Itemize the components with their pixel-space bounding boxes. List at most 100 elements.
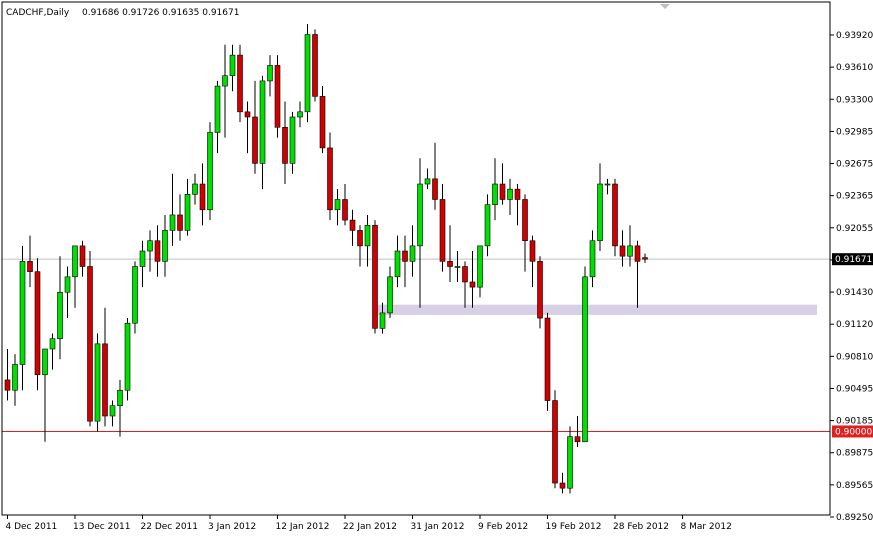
candle [64,266,71,319]
candle-body-bear [462,266,468,283]
y-tick-label: 0.90810 [836,352,873,362]
plot-frame [1,1,831,516]
candle [334,189,341,226]
candle-body-bull [192,183,198,195]
candle-body-bear [312,34,318,97]
x-tick-label: 22 Dec 2011 [141,522,199,532]
candle-body-bear [537,261,543,319]
candle-body-bear [319,96,326,149]
candle [94,333,101,432]
candle-body-bear [499,183,506,200]
y-tick-label: 0.92985 [836,127,873,137]
candle-body-bear [4,379,11,391]
candle [169,173,176,246]
candle-body-bull [214,85,221,133]
candle-body-bear [252,116,258,164]
chart-symbol-label: CADCHF,Daily [6,8,70,18]
y-tick-label: 0.92675 [836,160,873,170]
candle-body-bear [544,317,551,401]
candle-body-bear [372,224,378,329]
candle [79,240,86,277]
candle-body-bull [477,245,483,288]
candle-body-bear [522,199,528,242]
candle-body-bear [34,271,41,376]
x-tick-label: 9 Feb 2012 [478,522,528,532]
candle [499,163,506,205]
candle-body-bull [492,183,498,205]
candle [612,178,618,257]
candle [12,354,18,406]
x-tick-label: 19 Feb 2012 [546,522,602,532]
candle [372,220,378,334]
candle-body-bear [552,400,558,484]
candle [507,178,513,215]
candle-body-bull [117,389,123,407]
support-price-label-bg [832,425,873,438]
candle-body-bear [177,214,183,231]
candle-body-bull [297,111,303,118]
candle [559,472,566,494]
candle [552,390,558,489]
candle [402,235,408,288]
y-tick-label: 0.91430 [836,288,873,298]
candle [312,29,318,102]
candle-body-bear [349,219,356,231]
candle-body-bear [87,266,93,422]
candle-body-bull [57,291,63,339]
candle-body-bull [207,132,213,211]
candle-body-bear [79,245,86,267]
y-tick-label: 0.93610 [836,63,873,73]
candle-body-bull [394,250,401,278]
candle-body-bull [229,54,236,77]
candle-body-bull [417,183,423,247]
y-tick-label: 0.91120 [836,320,873,330]
candle-body-bull [109,405,116,417]
candle-body-bear [574,436,581,443]
support-price-label: 0.90000 [835,427,872,437]
candle [574,416,581,447]
candle [192,173,198,205]
candle-body-bear [274,65,281,128]
candle-body-bear [619,245,626,257]
candle-body-bull [132,266,138,324]
x-tick-label: 12 Jan 2012 [276,522,330,532]
x-tick-label: 4 Dec 2011 [6,522,58,532]
candle [349,209,356,246]
candle [147,230,153,272]
candle-body-bull [589,240,596,278]
candle [604,178,611,195]
candle-body-bull [147,240,153,252]
candle [432,142,438,210]
candle [42,348,48,442]
candle-body-bull [567,436,573,489]
candle-body-bear [439,199,446,262]
candle [634,240,641,308]
candle [289,111,296,174]
candle [132,261,138,334]
chart-ohlc-readout: 0.91686 0.91726 0.91635 0.91671 [82,8,239,18]
candle-body-bear [447,261,453,267]
candle-body-bull [379,312,386,329]
candle [544,312,551,411]
candle [589,230,596,288]
candle-body-bull [387,276,393,314]
candle [582,266,588,443]
candle [34,258,41,391]
x-tick-label: 13 Dec 2011 [73,522,131,532]
candle [327,132,333,221]
candle-body-bear [199,183,206,211]
candle [597,163,603,252]
candle [567,426,573,494]
candle-body-bull [72,245,78,278]
candle [342,184,348,226]
candle-body-bear [357,230,363,247]
candle [297,101,303,128]
candle [417,158,423,308]
candle [27,235,33,288]
candle [267,55,273,97]
y-tick-label: 0.90495 [836,384,873,394]
y-tick-label: 0.92055 [836,224,873,234]
candle [207,122,213,221]
candle-body-bull [484,204,491,247]
chart-shift-marker-icon[interactable] [660,4,670,9]
